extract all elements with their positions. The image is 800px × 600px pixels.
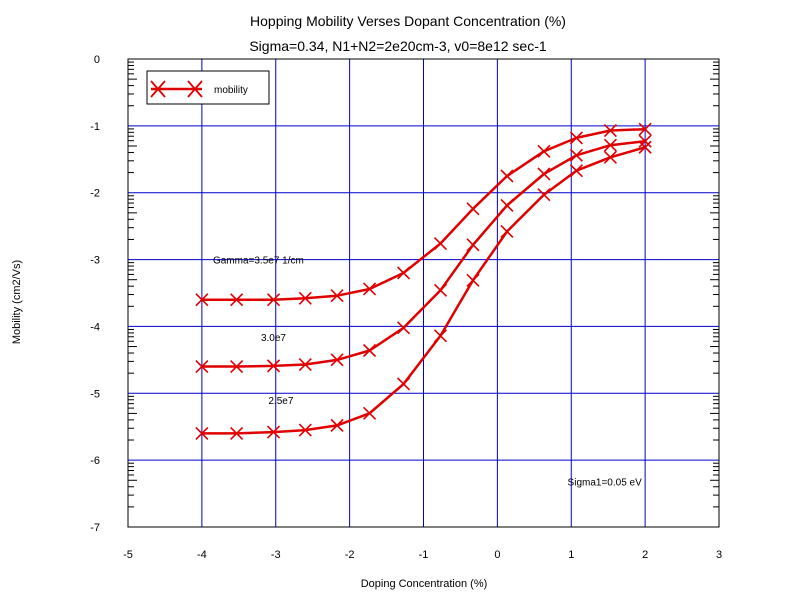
series-3-point xyxy=(298,423,312,437)
series-3-point xyxy=(569,164,583,178)
series-1-point xyxy=(230,293,244,307)
series-3-point xyxy=(603,150,617,164)
x-tick-label: -5 xyxy=(123,549,133,561)
series-2-point xyxy=(230,359,244,374)
x-tick-label: 3 xyxy=(716,549,722,561)
legend-box xyxy=(146,70,270,105)
series-2-point xyxy=(363,343,377,358)
series-2-point xyxy=(298,357,312,372)
series-2-point xyxy=(537,167,551,181)
series-3-point xyxy=(230,426,244,440)
series-2-point xyxy=(195,359,209,374)
series-3-point xyxy=(466,273,480,287)
legend: mobility xyxy=(146,70,270,105)
annotations: Gamma=3.5e7 1/cm 3.0e7 2.5e7 Sigma1=0.05 eV xyxy=(213,256,642,489)
y-tick-label: -5 xyxy=(90,388,100,400)
series-3-line xyxy=(201,146,646,435)
legend-label-mobility: mobility xyxy=(214,85,248,96)
series-1-point xyxy=(638,122,652,136)
series-2-point xyxy=(500,198,514,212)
series-1-point xyxy=(466,202,480,216)
series-1-point xyxy=(363,282,377,296)
y-tick-label: -7 xyxy=(90,522,100,534)
x-tick-label: -2 xyxy=(345,549,355,561)
y-axis-label: Mobility (cm2/Vs) xyxy=(11,260,23,344)
series-3-point xyxy=(433,329,448,343)
x-axis-label: Doping Concentration (%) xyxy=(361,578,488,590)
series-2-point xyxy=(433,283,448,297)
series-2-point xyxy=(266,359,281,373)
series-2-point xyxy=(638,134,652,148)
x-tick-label: 1 xyxy=(568,549,574,561)
series-1-point xyxy=(298,291,312,305)
x-tick-label: -4 xyxy=(197,549,207,561)
series-1-point xyxy=(433,236,448,251)
plot-frame xyxy=(127,58,720,528)
y-tick-label: -6 xyxy=(90,455,100,467)
series-3-point xyxy=(330,418,344,432)
x-tick-labels: -5 -4 -3 -2 -1 0 1 2 3 xyxy=(123,549,722,561)
series-2-point xyxy=(603,138,617,152)
series-1-line xyxy=(201,127,646,301)
minor-ticks xyxy=(128,61,719,508)
series-1-point xyxy=(569,131,583,145)
grid xyxy=(128,59,719,527)
x-tick-label: 2 xyxy=(642,549,648,561)
data-series xyxy=(195,122,652,440)
series-3-point xyxy=(638,140,652,154)
series-1-point xyxy=(396,266,411,280)
annotation-3: 2.5e7 xyxy=(268,396,293,407)
series-1-point xyxy=(603,123,617,138)
chart-subtitle: Sigma=0.34, N1+N2=2e20cm-3, v0=8e12 sec-… xyxy=(249,38,547,54)
series-1-point xyxy=(266,293,281,307)
y-tick-label: -3 xyxy=(90,255,100,267)
series-3-point xyxy=(537,188,551,202)
y-tick-label: -2 xyxy=(90,188,100,200)
series-1-point xyxy=(330,289,344,303)
annotation-1: Gamma=3.5e7 1/cm xyxy=(213,256,304,267)
legend-marker-left xyxy=(150,80,166,98)
series-3-point xyxy=(266,425,281,439)
series-1-point xyxy=(500,169,514,183)
series-2-line xyxy=(201,139,646,368)
series-1-point xyxy=(537,144,551,158)
series-2-point xyxy=(396,321,411,335)
series-3-point xyxy=(500,224,514,239)
series-2-point xyxy=(466,238,480,252)
series-2-point xyxy=(569,148,583,162)
y-tick-label: -1 xyxy=(90,121,100,133)
annotation-2: 3.0e7 xyxy=(261,333,286,344)
x-tick-label: -3 xyxy=(271,549,281,561)
y-tick-labels: 0 -1 -2 -3 -4 -5 -6 -7 xyxy=(90,54,100,534)
y-tick-label: -4 xyxy=(90,321,100,333)
x-tick-label: 0 xyxy=(494,549,500,561)
series-3-point xyxy=(363,406,377,420)
series-3-point xyxy=(396,377,411,391)
series-1-point xyxy=(195,293,209,307)
chart-title: Hopping Mobility Verses Dopant Concentra… xyxy=(250,13,566,29)
y-tick-label: 0 xyxy=(94,54,100,66)
annotation-4: Sigma1=0.05 eV xyxy=(568,478,643,489)
x-tick-label: -1 xyxy=(419,549,429,561)
series-3-point xyxy=(195,426,209,440)
series-2-point xyxy=(330,353,344,367)
legend-marker-right xyxy=(187,80,203,98)
